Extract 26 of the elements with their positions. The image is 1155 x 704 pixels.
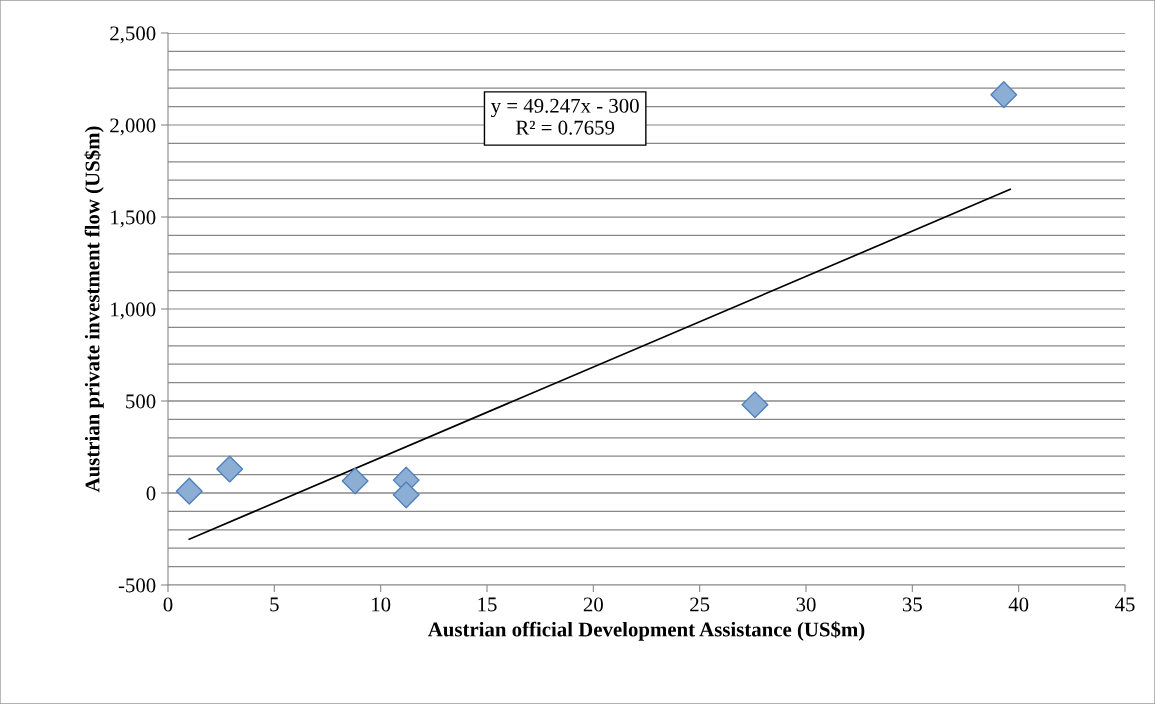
x-tick-label: 40 xyxy=(1008,597,1029,612)
y-tick-label: 0 xyxy=(146,486,156,501)
y-tick-label: 1,500 xyxy=(111,210,156,228)
x-tick-label: 0 xyxy=(163,597,173,612)
x-axis-title: Austrian official Development Assistance (US$m) xyxy=(427,621,865,641)
y-axis-title: Austrian private investment flow (US$m) xyxy=(84,126,104,493)
x-tick-label: 30 xyxy=(796,597,816,612)
point xyxy=(741,391,769,419)
y-tick-label: 500 xyxy=(126,394,156,409)
y-tick-label: 2,000 xyxy=(110,118,156,136)
x-tick-label: 15 xyxy=(478,597,497,612)
y-tick-label: 1,000 xyxy=(111,302,156,320)
point xyxy=(990,81,1018,109)
y-tick-label: 2,500 xyxy=(110,26,156,44)
x-tick-label: 10 xyxy=(372,597,391,612)
point xyxy=(392,481,420,509)
y-tick-label: -500 xyxy=(118,578,156,593)
point xyxy=(175,477,203,505)
point xyxy=(216,455,244,483)
x-tick-label: 25 xyxy=(690,597,710,612)
x-tick-label: 45 xyxy=(1114,597,1135,612)
x-tick-label: 20 xyxy=(583,597,603,612)
x-tick-label: 35 xyxy=(902,597,922,612)
point xyxy=(341,467,369,495)
annotation: y = 49.247x - 300 R² = 0.7659 xyxy=(490,98,639,135)
x-tick-label: 5 xyxy=(270,597,279,612)
